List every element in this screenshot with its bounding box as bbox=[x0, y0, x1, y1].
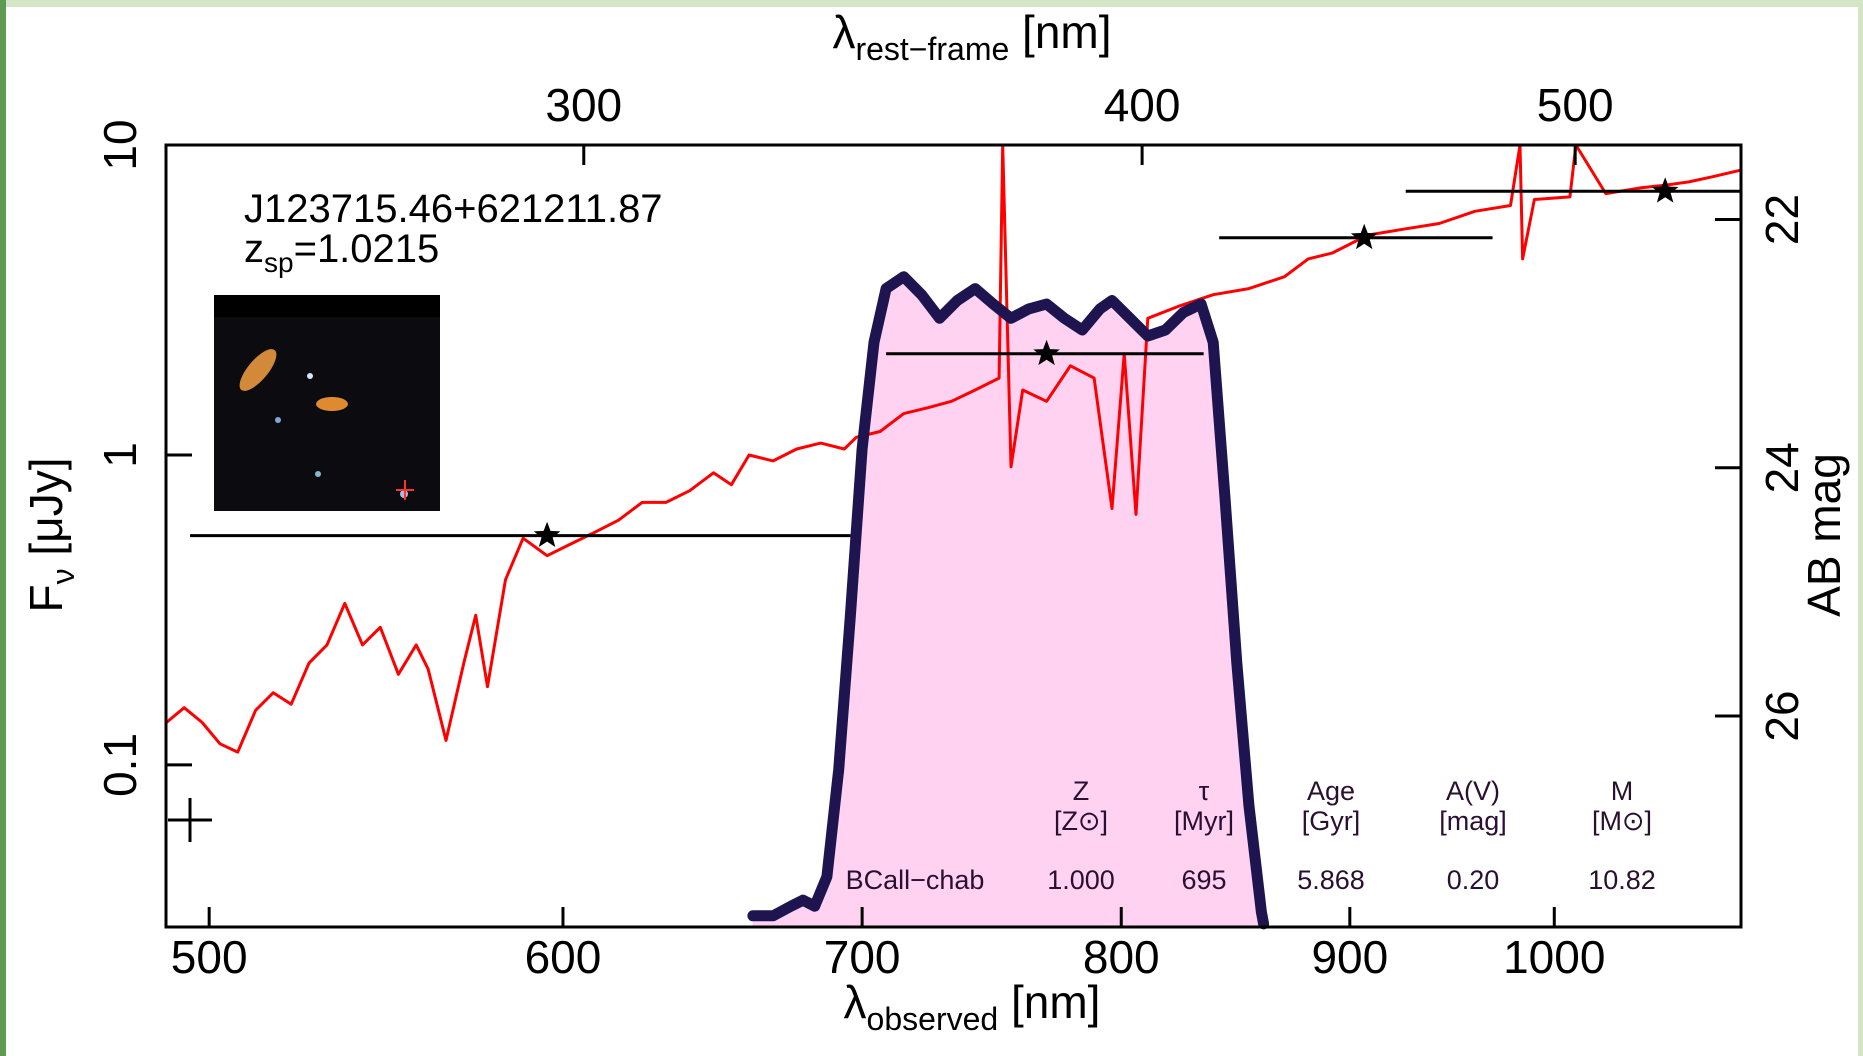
x-axis-label-sub: observed bbox=[867, 1001, 999, 1037]
y-axis-label: Fν [μJy] bbox=[20, 458, 81, 613]
photometry-point bbox=[1033, 339, 1060, 366]
x-tick-label: 500 bbox=[171, 931, 248, 983]
main-layer: 500 600 700 800 900 1000 300 400 500 0.1 1 10 22 24 26… bbox=[20, 6, 1850, 1037]
table-header-unit: [Myr] bbox=[1174, 806, 1234, 836]
photometry-point bbox=[533, 521, 561, 547]
table-header-unit: [M⊙] bbox=[1592, 806, 1652, 836]
table-header: Age bbox=[1307, 776, 1355, 806]
table-header-unit: [mag] bbox=[1439, 806, 1507, 836]
table-cell: 5.868 bbox=[1297, 865, 1365, 895]
x-tick-label: 800 bbox=[1083, 931, 1160, 983]
x2-axis-label-sub: rest−frame bbox=[855, 31, 1009, 67]
x2-axis-label-main: λ bbox=[832, 6, 855, 58]
table-header-unit: [Gyr] bbox=[1302, 806, 1361, 836]
y-tick-label: 0.1 bbox=[94, 733, 146, 797]
fill-layer bbox=[752, 276, 1264, 927]
x-tick-label: 1000 bbox=[1503, 931, 1605, 983]
x2-axis-label: λrest−frame [nm] bbox=[832, 6, 1111, 67]
x-axis-label: λobserved [nm] bbox=[844, 976, 1101, 1037]
subtitle-rest: =1.0215 bbox=[294, 227, 440, 271]
table-header: Z bbox=[1073, 776, 1090, 806]
table-header: τ bbox=[1199, 776, 1210, 806]
table-cell: BCall−chab bbox=[846, 865, 985, 895]
y2-tick-label: 22 bbox=[1756, 194, 1808, 245]
y-tick-label: 10 bbox=[94, 119, 146, 170]
x-tick-label: 900 bbox=[1311, 931, 1388, 983]
table-cell: 695 bbox=[1181, 865, 1226, 895]
photometry-point bbox=[1651, 177, 1679, 203]
subtitle-sub: sp bbox=[264, 247, 294, 278]
x-axis-label-unit: [nm] bbox=[998, 976, 1100, 1028]
error-cross bbox=[168, 798, 212, 842]
plot-frame bbox=[164, 143, 1743, 929]
x2-tick-label: 300 bbox=[545, 79, 622, 131]
subtitle-main: z bbox=[244, 227, 264, 271]
table-cell: 0.20 bbox=[1447, 865, 1500, 895]
y-axis-label-main: F bbox=[20, 584, 72, 612]
x-axis-label-main: λ bbox=[844, 976, 867, 1028]
x-tick-label: 700 bbox=[824, 931, 901, 983]
table-cell: 10.82 bbox=[1588, 865, 1656, 895]
x2-axis-label-unit: [nm] bbox=[1009, 6, 1111, 58]
x-tick-label: 600 bbox=[525, 931, 602, 983]
table-header: A(V) bbox=[1446, 776, 1500, 806]
table-cell: 1.000 bbox=[1047, 865, 1115, 895]
filter-curve bbox=[747, 271, 1270, 930]
subtitle: zsp=1.0215 bbox=[244, 227, 439, 278]
frame-edge bbox=[0, 0, 6, 1056]
y-tick-label: 1 bbox=[94, 442, 146, 468]
spectrum-line bbox=[164, 143, 1743, 754]
table-header: M bbox=[1611, 776, 1634, 806]
x2-tick-label: 500 bbox=[1537, 79, 1614, 131]
y-axis-label-unit: [μJy] bbox=[20, 458, 72, 569]
y2-axis-label: AB mag bbox=[1798, 453, 1850, 617]
photometry-point bbox=[1350, 223, 1378, 250]
chart-title: J123715.46+621211.87 bbox=[244, 187, 663, 231]
y2-tick-label: 26 bbox=[1756, 690, 1808, 741]
table-header-unit: [Z⊙] bbox=[1054, 806, 1108, 836]
y-axis-label-sub: ν bbox=[45, 568, 81, 584]
thumbnail bbox=[214, 295, 440, 511]
x2-tick-label: 400 bbox=[1104, 79, 1181, 131]
y2-tick-label: 24 bbox=[1756, 442, 1808, 493]
filter-fill bbox=[752, 276, 1264, 927]
